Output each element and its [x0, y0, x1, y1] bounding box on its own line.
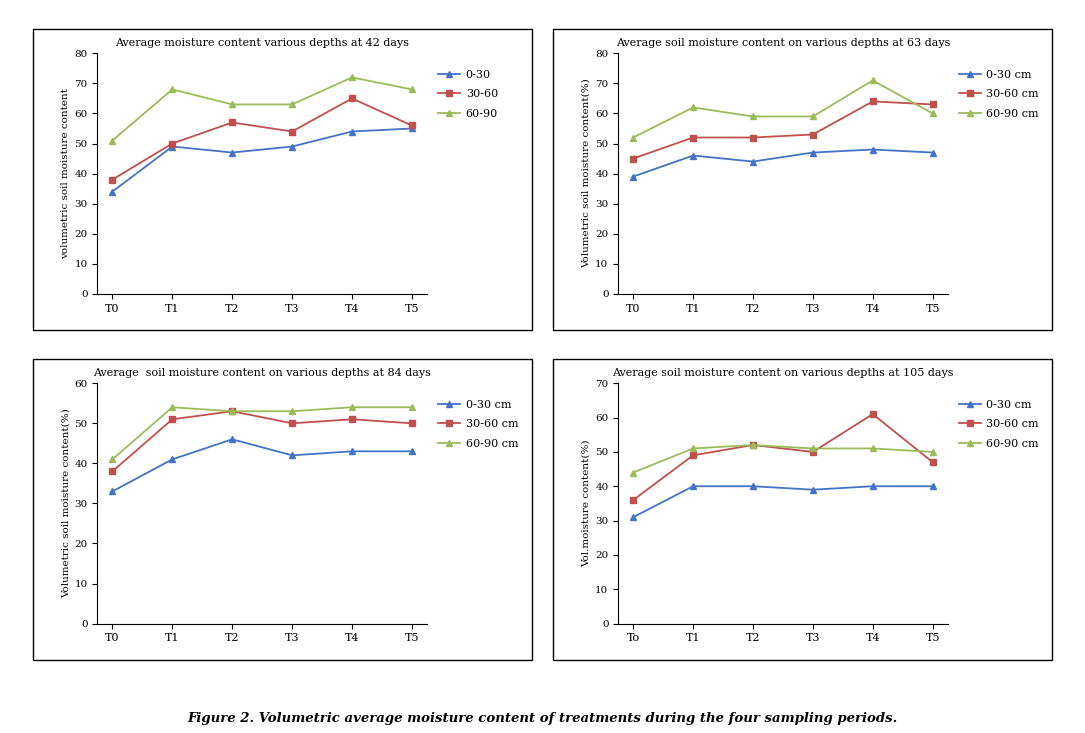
60-90: [345, 73, 358, 82]
0-30 cm: [406, 447, 419, 456]
30-60 cm: [687, 451, 700, 460]
30-60: [285, 127, 298, 136]
Line: 30-60: 30-60: [110, 95, 414, 183]
0-30: [106, 187, 119, 196]
0-30 cm: [927, 148, 940, 157]
Title: Average  soil moisture content on various depths at 84 days: Average soil moisture content on various…: [93, 368, 431, 378]
Line: 30-60 cm: 30-60 cm: [630, 98, 935, 162]
Title: Average moisture content various depths at 42 days: Average moisture content various depths …: [115, 38, 409, 48]
0-30 cm: [866, 482, 879, 490]
30-60 cm: [866, 410, 879, 419]
0-30 cm: [226, 435, 239, 443]
30-60 cm: [746, 133, 759, 142]
Line: 30-60 cm: 30-60 cm: [110, 408, 414, 474]
60-90: [106, 136, 119, 145]
0-30 cm: [806, 148, 819, 157]
30-60 cm: [285, 419, 298, 427]
60-90 cm: [106, 455, 119, 464]
30-60 cm: [866, 97, 879, 106]
30-60 cm: [345, 415, 358, 424]
Line: 0-30 cm: 0-30 cm: [110, 436, 414, 495]
60-90 cm: [285, 407, 298, 416]
0-30: [226, 148, 239, 157]
0-30 cm: [687, 482, 700, 490]
30-60 cm: [806, 448, 819, 457]
0-30 cm: [746, 482, 759, 490]
0-30 cm: [627, 172, 640, 181]
0-30 cm: [746, 157, 759, 166]
60-90: [166, 85, 179, 94]
60-90 cm: [687, 444, 700, 453]
30-60 cm: [687, 133, 700, 142]
0-30 cm: [687, 151, 700, 160]
Title: Average soil moisture content on various depths at 105 days: Average soil moisture content on various…: [612, 368, 954, 378]
30-60 cm: [106, 467, 119, 476]
0-30: [166, 142, 179, 151]
30-60: [345, 94, 358, 103]
60-90 cm: [627, 133, 640, 142]
60-90 cm: [226, 407, 239, 416]
60-90 cm: [927, 109, 940, 118]
0-30 cm: [866, 145, 879, 154]
60-90: [226, 100, 239, 108]
30-60 cm: [166, 415, 179, 424]
30-60 cm: [226, 407, 239, 416]
0-30 cm: [806, 485, 819, 494]
0-30: [406, 124, 419, 133]
60-90 cm: [687, 103, 700, 112]
Line: 0-30 cm: 0-30 cm: [630, 483, 935, 520]
0-30 cm: [627, 513, 640, 522]
60-90 cm: [927, 448, 940, 457]
0-30: [285, 142, 298, 151]
Line: 60-90 cm: 60-90 cm: [630, 442, 935, 476]
Text: Figure 2. Volumetric average moisture content of treatments during the four samp: Figure 2. Volumetric average moisture co…: [188, 712, 897, 725]
Legend: 0-30, 30-60, 60-90: 0-30, 30-60, 60-90: [433, 65, 502, 123]
0-30 cm: [166, 455, 179, 464]
30-60 cm: [627, 496, 640, 504]
60-90 cm: [866, 444, 879, 453]
Y-axis label: Volumetric soil moisture content(%): Volumetric soil moisture content(%): [582, 78, 591, 268]
Line: 60-90 cm: 60-90 cm: [110, 404, 414, 463]
Y-axis label: volumetric soil moisture content: volumetric soil moisture content: [61, 88, 71, 259]
Line: 0-30: 0-30: [110, 125, 414, 195]
60-90: [285, 100, 298, 108]
60-90 cm: [806, 112, 819, 121]
60-90 cm: [746, 441, 759, 449]
30-60 cm: [406, 419, 419, 427]
60-90 cm: [166, 403, 179, 412]
0-30: [345, 127, 358, 136]
Line: 0-30 cm: 0-30 cm: [630, 147, 935, 180]
Y-axis label: Vol.moisture content(%): Vol.moisture content(%): [582, 440, 591, 567]
Legend: 0-30 cm, 30-60 cm, 60-90 cm: 0-30 cm, 30-60 cm, 60-90 cm: [954, 65, 1044, 123]
0-30 cm: [927, 482, 940, 490]
60-90 cm: [746, 112, 759, 121]
60-90 cm: [627, 468, 640, 477]
Legend: 0-30 cm, 30-60 cm, 60-90 cm: 0-30 cm, 30-60 cm, 60-90 cm: [954, 395, 1044, 453]
30-60 cm: [927, 100, 940, 108]
Title: Average soil moisture content on various depths at 63 days: Average soil moisture content on various…: [616, 38, 950, 48]
0-30 cm: [285, 451, 298, 460]
60-90: [406, 85, 419, 94]
60-90 cm: [866, 76, 879, 85]
30-60: [166, 139, 179, 148]
30-60 cm: [927, 458, 940, 467]
30-60: [406, 121, 419, 130]
30-60: [106, 175, 119, 184]
0-30 cm: [106, 487, 119, 496]
Line: 60-90 cm: 60-90 cm: [630, 77, 935, 141]
30-60 cm: [627, 154, 640, 163]
0-30 cm: [345, 447, 358, 456]
Line: 60-90: 60-90: [110, 74, 414, 144]
30-60 cm: [806, 130, 819, 139]
60-90 cm: [806, 444, 819, 453]
Line: 30-60 cm: 30-60 cm: [630, 411, 935, 503]
60-90 cm: [345, 403, 358, 412]
Y-axis label: Volumetric soil moisture content(%): Volumetric soil moisture content(%): [61, 408, 71, 598]
30-60: [226, 118, 239, 127]
30-60 cm: [746, 441, 759, 449]
Legend: 0-30 cm, 30-60 cm, 60-90 cm: 0-30 cm, 30-60 cm, 60-90 cm: [433, 395, 523, 453]
60-90 cm: [406, 403, 419, 412]
